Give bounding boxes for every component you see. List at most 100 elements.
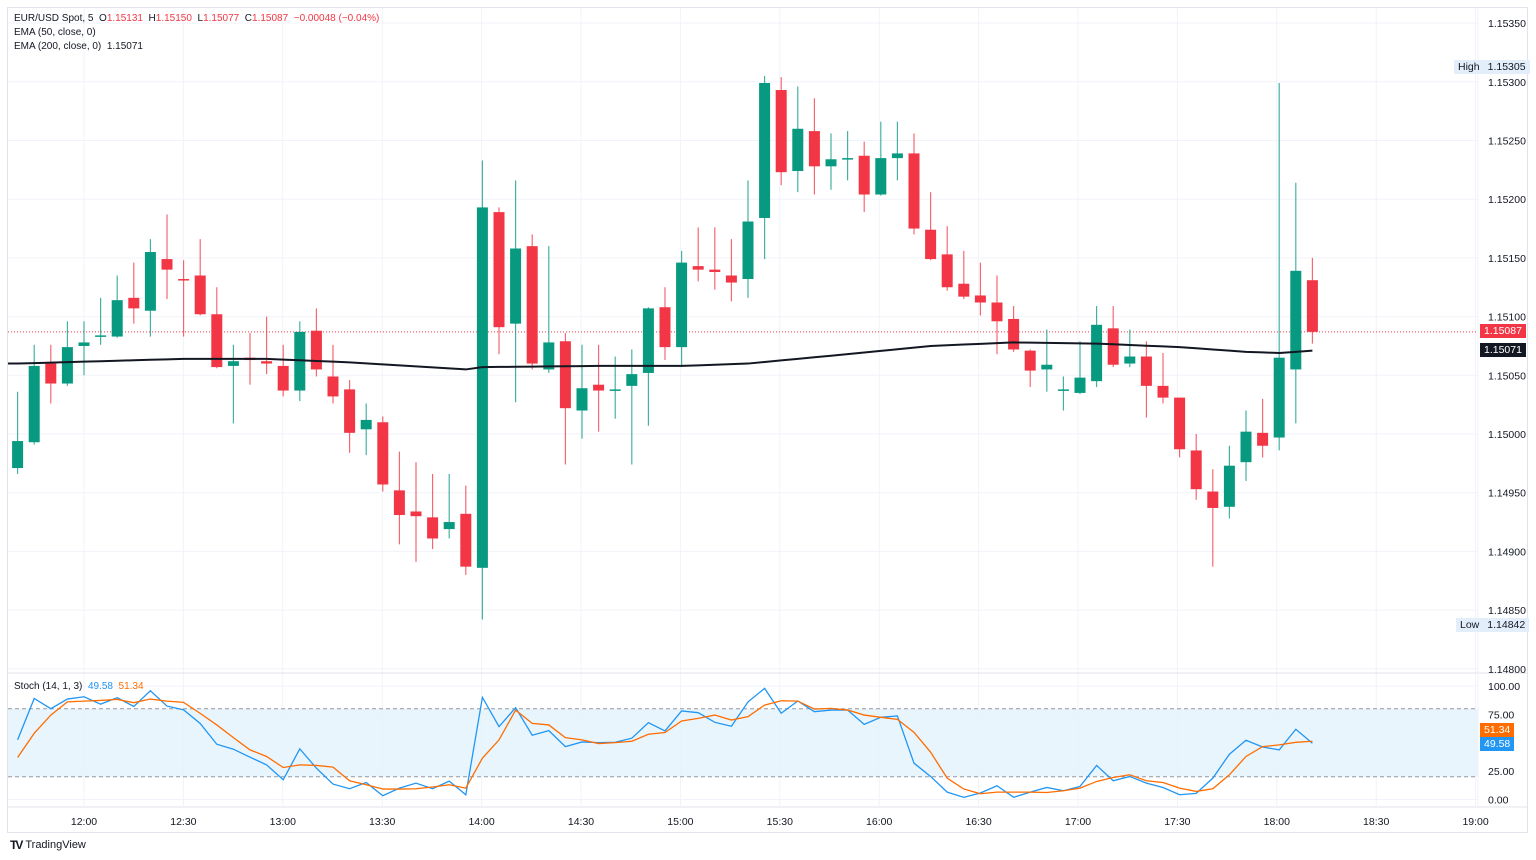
candle xyxy=(344,379,356,453)
time-tick-label: 13:00 xyxy=(270,816,296,828)
candle-body xyxy=(1091,324,1103,382)
candle xyxy=(327,344,339,404)
candle xyxy=(128,262,140,324)
candle-body xyxy=(1157,385,1169,398)
candle xyxy=(460,485,472,575)
stoch-legend[interactable]: Stoch (14, 1, 3) 49.58 51.34 xyxy=(14,681,144,692)
candle-body xyxy=(626,374,638,386)
candle-body xyxy=(410,511,422,517)
candle-body xyxy=(460,513,472,567)
candle-body xyxy=(78,342,90,346)
low-value: 1.15077 xyxy=(203,13,240,24)
candle-body xyxy=(360,419,372,430)
candle-body xyxy=(759,82,771,218)
candle xyxy=(410,462,422,562)
stoch-d-badge: 51.34 xyxy=(1480,723,1515,737)
candle xyxy=(510,180,522,403)
candle xyxy=(360,403,372,456)
candle-body xyxy=(526,246,538,364)
candle-body xyxy=(775,90,787,173)
candle-body xyxy=(1306,280,1318,332)
stoch-tick-label: 0.00 xyxy=(1488,795,1509,807)
candle-body xyxy=(725,275,737,283)
candle-body xyxy=(842,158,854,160)
time-tick-label: 17:30 xyxy=(1164,816,1190,828)
price-tick-label: 1.15200 xyxy=(1488,194,1526,206)
candle-body xyxy=(609,389,621,391)
candle xyxy=(194,239,206,316)
candle xyxy=(725,239,737,302)
time-axis: 12:00 12:30 13:00 13:30 14:00 14:30 15:00 15:30… xyxy=(71,816,1489,828)
candle-body xyxy=(676,262,688,348)
candle-body xyxy=(941,254,953,288)
candle xyxy=(659,287,671,361)
candle-body xyxy=(111,300,123,337)
candle-body xyxy=(261,361,273,364)
time-tick-label: 17:00 xyxy=(1065,816,1091,828)
candle xyxy=(161,214,173,299)
stoch-tick-label: 75.00 xyxy=(1488,709,1514,721)
price-tick-label: 1.15300 xyxy=(1488,77,1526,89)
candle xyxy=(925,192,937,261)
time-tick-label: 18:00 xyxy=(1264,816,1290,828)
candle xyxy=(12,391,24,474)
open-value: 1.15131 xyxy=(106,13,143,24)
candle xyxy=(759,75,771,260)
candle-body xyxy=(344,389,356,433)
candle-body xyxy=(925,229,937,260)
candle xyxy=(1057,376,1069,411)
candle xyxy=(443,473,455,539)
candle-body xyxy=(393,490,405,516)
candle xyxy=(277,344,289,397)
candle xyxy=(1124,329,1136,368)
time-tick-label: 12:00 xyxy=(71,816,97,828)
price-tick-label: 1.15350 xyxy=(1488,18,1526,30)
candle xyxy=(576,344,588,439)
candle-body xyxy=(510,248,522,324)
tradingview-logo[interactable]: TV TradingView xyxy=(10,838,86,852)
candle-body xyxy=(1124,356,1136,364)
candle xyxy=(393,451,405,545)
price-tick-label: 1.14950 xyxy=(1488,488,1526,500)
time-tick-label: 16:30 xyxy=(965,816,991,828)
candle xyxy=(692,227,704,282)
time-tick-label: 15:30 xyxy=(767,816,793,828)
ema200-legend[interactable]: EMA (200, close, 0) 1.15071 xyxy=(14,41,143,52)
candle xyxy=(28,344,40,445)
candle-body xyxy=(178,279,190,281)
candle-body xyxy=(692,266,704,270)
candles xyxy=(12,75,1318,620)
symbol-legend: EUR/USD Spot, 5 O1.15131 H1.15150 L1.150… xyxy=(14,13,380,24)
candle-body xyxy=(991,302,1003,322)
candle xyxy=(974,262,986,316)
candle xyxy=(941,226,953,291)
candle xyxy=(808,98,820,195)
time-tick-label: 13:30 xyxy=(369,816,395,828)
candle-body xyxy=(875,158,887,195)
candle xyxy=(1157,352,1169,404)
candle xyxy=(427,473,439,550)
candle xyxy=(493,207,505,355)
candle-body xyxy=(1257,432,1269,446)
candle-body xyxy=(576,388,588,411)
candle xyxy=(1107,306,1119,368)
stoch-tick-label: 100.00 xyxy=(1488,681,1520,693)
candle xyxy=(559,333,571,465)
candle-body xyxy=(825,159,837,167)
candle-body xyxy=(427,517,439,539)
candle xyxy=(476,160,488,620)
candle xyxy=(891,121,903,181)
candle xyxy=(261,316,273,375)
candle xyxy=(1008,306,1020,352)
candle xyxy=(1257,398,1269,458)
candle xyxy=(1174,397,1186,458)
ema50-legend[interactable]: EMA (50, close, 0) xyxy=(14,27,96,38)
candle-body xyxy=(958,283,970,297)
candle-body xyxy=(1190,450,1202,490)
candle xyxy=(45,344,57,404)
candle xyxy=(1240,410,1252,481)
candle xyxy=(908,133,920,235)
tradingview-logo-icon: TV xyxy=(10,838,23,852)
candle-body xyxy=(742,221,754,280)
